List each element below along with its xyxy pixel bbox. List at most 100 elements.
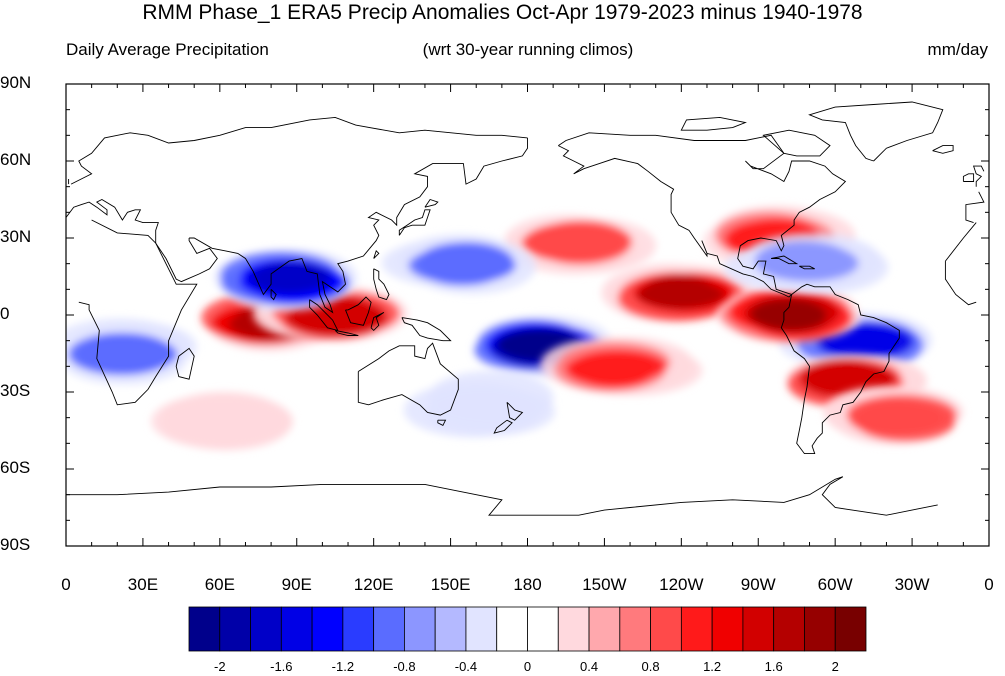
colorbar-box [804,606,836,652]
coastline [962,173,975,182]
coastline [370,311,385,332]
coastline [493,419,513,434]
lat-label: 0 [0,304,10,323]
lat-label: 60S [0,458,31,477]
coastline [799,265,815,270]
colorbar-label: -0.4 [454,659,478,674]
coastline [373,249,380,259]
colorbar-box [773,606,805,652]
colorbar-label: 0 [523,659,532,674]
lat-label: 90S [0,535,31,554]
colorbar-box [311,606,344,652]
anomaly-blob [381,234,536,294]
coastline [808,101,944,162]
coastline [780,283,900,455]
lat-label: 30N [0,227,32,246]
colorbar-box [342,606,375,652]
colorbar-box [219,606,251,652]
colorbar-label: 2 [831,659,839,674]
coastline [424,198,439,208]
anomaly-blob [66,318,197,385]
colorbar-label: -0.8 [393,659,416,674]
coastline [68,165,985,187]
colorbar-box [404,606,436,652]
axis-ticks [65,83,990,547]
colorbar-box [711,606,744,652]
coastline [334,329,359,336]
colorbar-box [650,606,682,652]
colorbar-label: -1.2 [331,659,355,674]
coastline [932,145,954,154]
anomaly-blob [151,391,294,451]
plot-title: RMM Phase_1 ERA5 Precip Anomalies Oct-Ap… [142,1,863,24]
coastline [175,347,195,380]
lon-label: 60W [817,575,853,594]
colorbar-label: 0.4 [579,659,599,674]
colorbar-box [527,606,559,652]
coastline [373,268,390,301]
anomaly-blob [403,370,556,438]
anomaly-blob [214,249,358,312]
lon-label: 150E [430,575,471,594]
colorbar-box [834,606,867,652]
colorbar-box [680,606,713,652]
lon-label: 120E [353,575,394,594]
coastline [401,317,452,342]
coastline [66,116,985,244]
coastline [437,419,447,427]
coastlines [66,101,985,516]
lon-label: 120W [659,575,704,594]
subtitle-center: (wrt 30-year running climos) [422,40,634,59]
colorbar-label: -1.6 [270,659,293,674]
anomaly-field [66,205,964,451]
colorbar-label: 0.8 [641,659,660,674]
coastline [357,342,459,416]
lon-label: 90E [281,575,312,594]
coastline [771,255,799,265]
colorbar-box [465,606,498,652]
coastline [155,238,218,283]
colorbar-label: -2 [213,659,226,674]
anomaly-blob [601,263,755,322]
colorbar-box [496,606,528,652]
colorbar-box [742,606,775,652]
colorbar-box [373,606,405,652]
colorbar-box [588,606,621,652]
colorbar-label: 1.6 [764,659,783,674]
coastline [558,132,847,298]
lon-label: 60E [204,575,235,594]
anomaly-blob [504,214,657,275]
coastline [345,296,372,326]
coastline [66,476,938,516]
colorbar-box [434,606,467,652]
colorbar-box [557,606,590,652]
units-label: mm/day [927,40,988,59]
lon-label: 150W [582,575,627,594]
coastline [680,116,747,131]
subtitle-left: Daily Average Precipitation [66,40,269,59]
coastline [309,299,339,332]
colorbar-box [280,606,313,652]
anomaly-blob [723,232,889,295]
coastline [762,129,831,157]
lon-label: 180 [513,575,542,594]
lon-label: 30W [894,575,930,594]
lon-label: 0 [984,575,994,594]
lon-label: 90W [740,575,776,594]
coastline [270,288,277,301]
coastline [506,401,524,421]
colorbar-box [619,606,651,652]
coastline [189,137,528,314]
lon-label: 30E [127,575,159,594]
lat-label: 60N [0,150,32,169]
colorbar [188,606,867,652]
lat-label: 30S [0,381,31,400]
colorbar-box [188,606,221,652]
colorbar-label: 1.2 [703,659,722,674]
anomaly-blob [540,337,703,396]
lon-label: 0 [61,575,71,594]
anomaly-blob [823,386,964,445]
colorbar-box [250,606,282,652]
lat-label: 90N [0,73,32,92]
